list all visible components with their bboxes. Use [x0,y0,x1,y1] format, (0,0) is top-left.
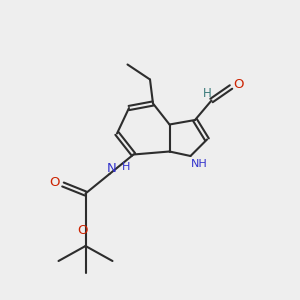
Text: O: O [233,77,244,91]
Text: H: H [122,162,130,172]
Text: O: O [49,176,60,190]
Text: N: N [107,161,117,175]
Text: H: H [202,87,211,101]
Text: NH: NH [191,159,208,170]
Text: O: O [77,224,88,237]
